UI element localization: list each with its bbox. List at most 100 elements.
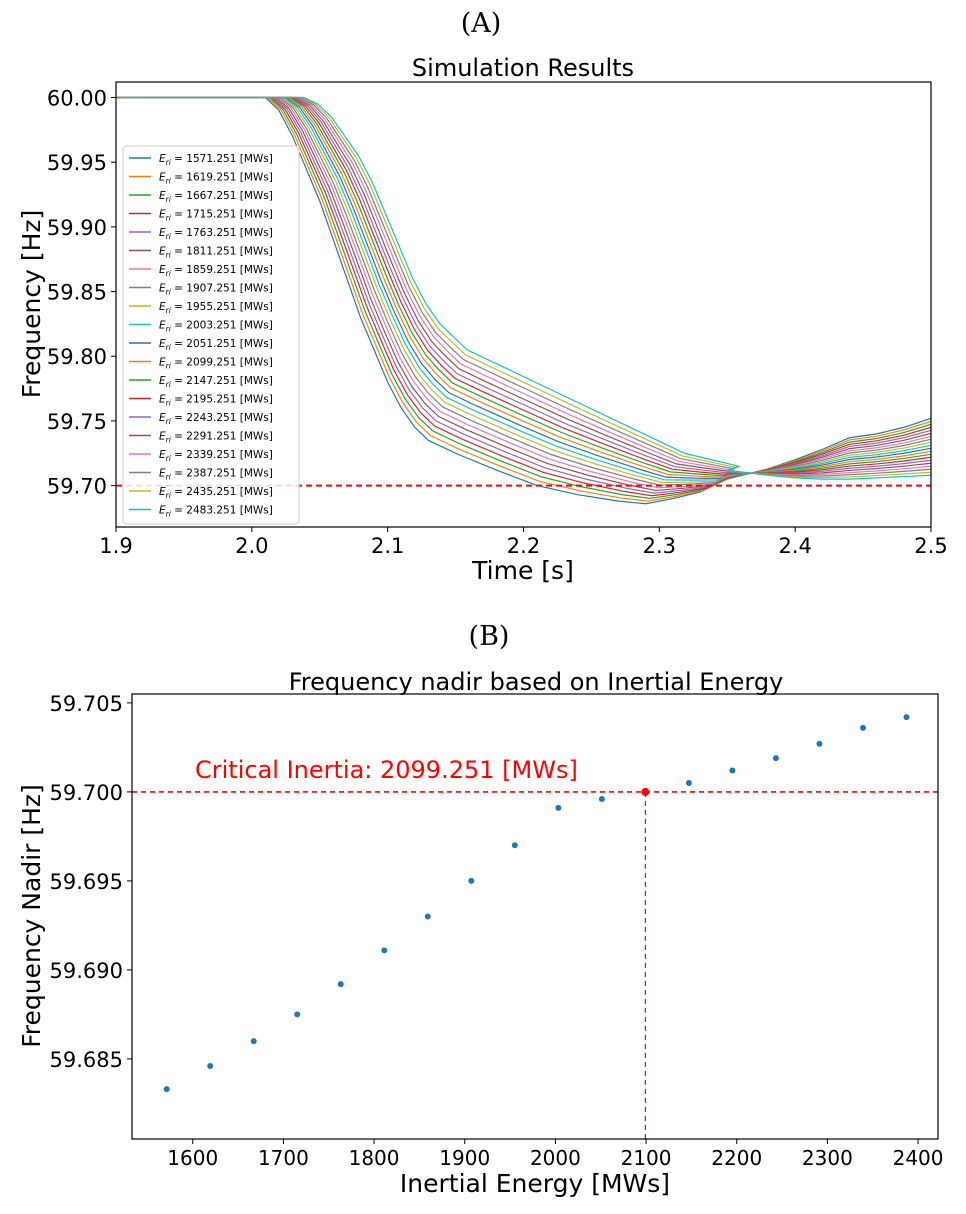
panel-label-b: (B) (469, 621, 510, 652)
chart-a-legend-label: Eri = 2147.251 [MWs] (159, 375, 273, 389)
chart-a-xtick-label: 2.0 (235, 534, 268, 558)
chart-a-series-line (116, 96, 931, 505)
chart-b-xtick-label: 1900 (439, 1146, 490, 1170)
chart-a-series-line (116, 96, 931, 480)
chart-a-ytick-label: 59.70 (47, 475, 107, 499)
chart-b-annotation: Critical Inertia: 2099.251 [MWs] (195, 756, 578, 784)
chart-b-point (250, 1038, 257, 1045)
chart-a-series-line (116, 96, 931, 479)
chart-a-series-line (116, 96, 931, 486)
chart-b-point (772, 755, 779, 762)
chart-a: Simulation Results 1.9 2.0 2.1 2.2 2.3 2.4 2.5… (17, 54, 948, 585)
chart-a-legend: Eri = 1571.251 [MWs] Eri = 1619.251 [MWs]… (122, 145, 300, 525)
chart-b-ytick-label: 59.705 (50, 692, 123, 716)
chart-a-legend-label: Eri = 1811.251 [MWs] (159, 246, 273, 260)
chart-b-xtick-label: 2300 (802, 1146, 853, 1170)
chart-a-xtick-label: 2.4 (778, 534, 811, 558)
chart-b-point (337, 981, 344, 988)
chart-a-series-line (116, 96, 931, 478)
chart-a-ytick-label: 59.75 (47, 410, 107, 434)
chart-a-legend-box (122, 145, 300, 525)
chart-b-xtick-label: 2000 (530, 1146, 581, 1170)
chart-b-plot-frame (131, 693, 939, 1140)
chart-a-series-line (116, 96, 931, 489)
chart-b-point (555, 804, 562, 811)
chart-a-legend-label: Eri = 1763.251 [MWs] (159, 227, 273, 241)
chart-b-point (903, 714, 910, 721)
chart-b-ytick-label: 59.690 (50, 959, 123, 983)
chart-b-ytick-label: 59.700 (50, 781, 123, 805)
chart-a-ylabel: Frequency [Hz] (17, 210, 46, 399)
chart-a-legend-label: Eri = 2243.251 [MWs] (159, 412, 273, 426)
chart-a-legend-label: Eri = 2099.251 [MWs] (159, 357, 273, 371)
chart-b-xtick-label: 2100 (621, 1146, 672, 1170)
panel-label-a: (A) (461, 8, 502, 39)
chart-b-critical-point (641, 787, 650, 796)
chart-a-ytick-label: 59.90 (47, 216, 107, 240)
chart-b-point (685, 780, 692, 786)
chart-a-series-line (116, 96, 931, 497)
chart-b-point (511, 842, 518, 849)
chart-b-point (294, 1011, 301, 1018)
chart-a-series-line (116, 96, 931, 476)
chart-b-point (598, 796, 605, 803)
chart-a-series-lines (116, 96, 931, 505)
chart-a-ticks: 1.9 2.0 2.1 2.2 2.3 2.4 2.5 59.70 59.75 59.80 59.8… (47, 87, 948, 558)
chart-b-ytick-label: 59.695 (50, 870, 123, 894)
chart-a-legend-label: Eri = 2339.251 [MWs] (159, 449, 273, 463)
chart-b-point (424, 913, 431, 920)
chart-b-point (729, 767, 736, 774)
chart-a-ytick-label: 59.80 (47, 345, 107, 369)
chart-b-xtick-label: 1800 (349, 1146, 400, 1170)
chart-b-xtick-label: 2200 (711, 1146, 762, 1170)
chart-a-xtick-label: 2.5 (914, 534, 947, 558)
chart-b-ylabel: Frequency Nadir [Hz] (17, 784, 46, 1048)
chart-a-series-line (116, 96, 931, 475)
chart-b-points (163, 714, 910, 1093)
chart-a-ytick-label: 59.85 (47, 281, 107, 305)
chart-b-xtick-label: 2400 (893, 1146, 944, 1170)
chart-b-point (859, 724, 866, 731)
chart-b-point (381, 947, 388, 954)
chart-a-xtick-label: 2.3 (643, 534, 676, 558)
chart-b-point (816, 740, 823, 747)
chart-a-legend-label: Eri = 2051.251 [MWs] (159, 338, 273, 352)
chart-a-series-line (116, 96, 931, 480)
chart-a-series-line (116, 96, 931, 500)
chart-a-legend-label: Eri = 2291.251 [MWs] (159, 431, 273, 445)
chart-a-series-line (116, 96, 931, 484)
chart-b-critical-lines (132, 791, 938, 1139)
chart-a-plot-frame (115, 81, 932, 528)
chart-a-xtick-label: 1.9 (99, 534, 132, 558)
chart-a-legend-label: Eri = 1907.251 [MWs] (159, 283, 273, 297)
chart-a-legend-label: Eri = 1619.251 [MWs] (159, 172, 273, 186)
chart-a-series-line (116, 96, 931, 477)
chart-b: Frequency nadir based on Inertial Energy… (17, 668, 944, 1198)
chart-b-ytick-label: 59.685 (50, 1048, 123, 1072)
chart-a-legend-label: Eri = 2195.251 [MWs] (159, 394, 273, 408)
chart-a-series-line (116, 96, 931, 477)
chart-a-series-line (116, 96, 931, 475)
chart-a-ytick-label: 59.95 (47, 151, 107, 175)
chart-a-ytick-label: 60.00 (47, 87, 107, 111)
chart-a-legend-label: Eri = 2483.251 [MWs] (159, 505, 273, 519)
chart-a-legend-label: Eri = 1715.251 [MWs] (159, 209, 273, 223)
chart-a-legend-label: Eri = 2003.251 [MWs] (159, 320, 273, 334)
chart-a-legend-label: Eri = 2435.251 [MWs] (159, 486, 273, 500)
chart-b-ticks: 1600 1700 1800 1900 2000 2100 2200 2300 2400 59.6… (50, 692, 944, 1170)
chart-b-xtick-label: 1600 (167, 1146, 218, 1170)
chart-a-series-line (116, 96, 931, 476)
chart-a-series-line (116, 96, 931, 492)
chart-a-xtick-label: 2.2 (507, 534, 540, 558)
chart-a-legend-label: Eri = 1955.251 [MWs] (159, 301, 273, 315)
chart-b-xlabel: Inertial Energy [MWs] (400, 1169, 670, 1198)
chart-a-series-line (116, 96, 931, 494)
chart-a-xtick-label: 2.1 (371, 534, 404, 558)
chart-a-legend-label: Eri = 1667.251 [MWs] (159, 190, 273, 204)
chart-a-series-line (116, 96, 931, 481)
chart-a-legend-label: Eri = 2387.251 [MWs] (159, 468, 273, 482)
chart-a-legend-label: Eri = 1571.251 [MWs] (159, 153, 273, 167)
chart-a-title: Simulation Results (412, 54, 634, 82)
chart-b-title: Frequency nadir based on Inertial Energy (289, 668, 784, 696)
